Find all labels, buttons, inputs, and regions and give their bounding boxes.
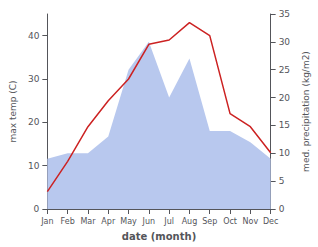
svg-text:10: 10 bbox=[28, 161, 40, 171]
svg-text:Feb: Feb bbox=[61, 217, 75, 226]
svg-text:date (month): date (month) bbox=[122, 231, 196, 242]
svg-text:35: 35 bbox=[279, 9, 290, 19]
svg-text:5: 5 bbox=[279, 176, 285, 186]
svg-text:Oct: Oct bbox=[223, 217, 237, 226]
svg-text:Nov: Nov bbox=[243, 217, 259, 226]
svg-text:0: 0 bbox=[279, 204, 285, 214]
svg-text:15: 15 bbox=[279, 120, 290, 130]
svg-text:Jan: Jan bbox=[40, 217, 53, 226]
svg-text:Mar: Mar bbox=[80, 217, 96, 226]
svg-text:30: 30 bbox=[279, 37, 291, 47]
svg-text:May: May bbox=[120, 217, 137, 226]
svg-text:40: 40 bbox=[28, 31, 40, 41]
svg-text:20: 20 bbox=[28, 117, 40, 127]
svg-text:med. precipitation (kg/m2): med. precipitation (kg/m2) bbox=[301, 51, 311, 172]
svg-text:Jun: Jun bbox=[142, 217, 156, 226]
svg-text:30: 30 bbox=[28, 74, 40, 84]
svg-text:Jul: Jul bbox=[163, 217, 174, 226]
svg-text:Apr: Apr bbox=[101, 217, 116, 226]
svg-text:Dec: Dec bbox=[263, 217, 278, 226]
svg-text:0: 0 bbox=[34, 204, 40, 214]
svg-text:max temp (C): max temp (C) bbox=[8, 80, 18, 142]
svg-text:Aug: Aug bbox=[182, 217, 198, 226]
svg-text:10: 10 bbox=[279, 148, 291, 158]
svg-text:20: 20 bbox=[279, 93, 291, 103]
svg-text:25: 25 bbox=[279, 65, 290, 75]
svg-text:Sep: Sep bbox=[202, 217, 217, 226]
